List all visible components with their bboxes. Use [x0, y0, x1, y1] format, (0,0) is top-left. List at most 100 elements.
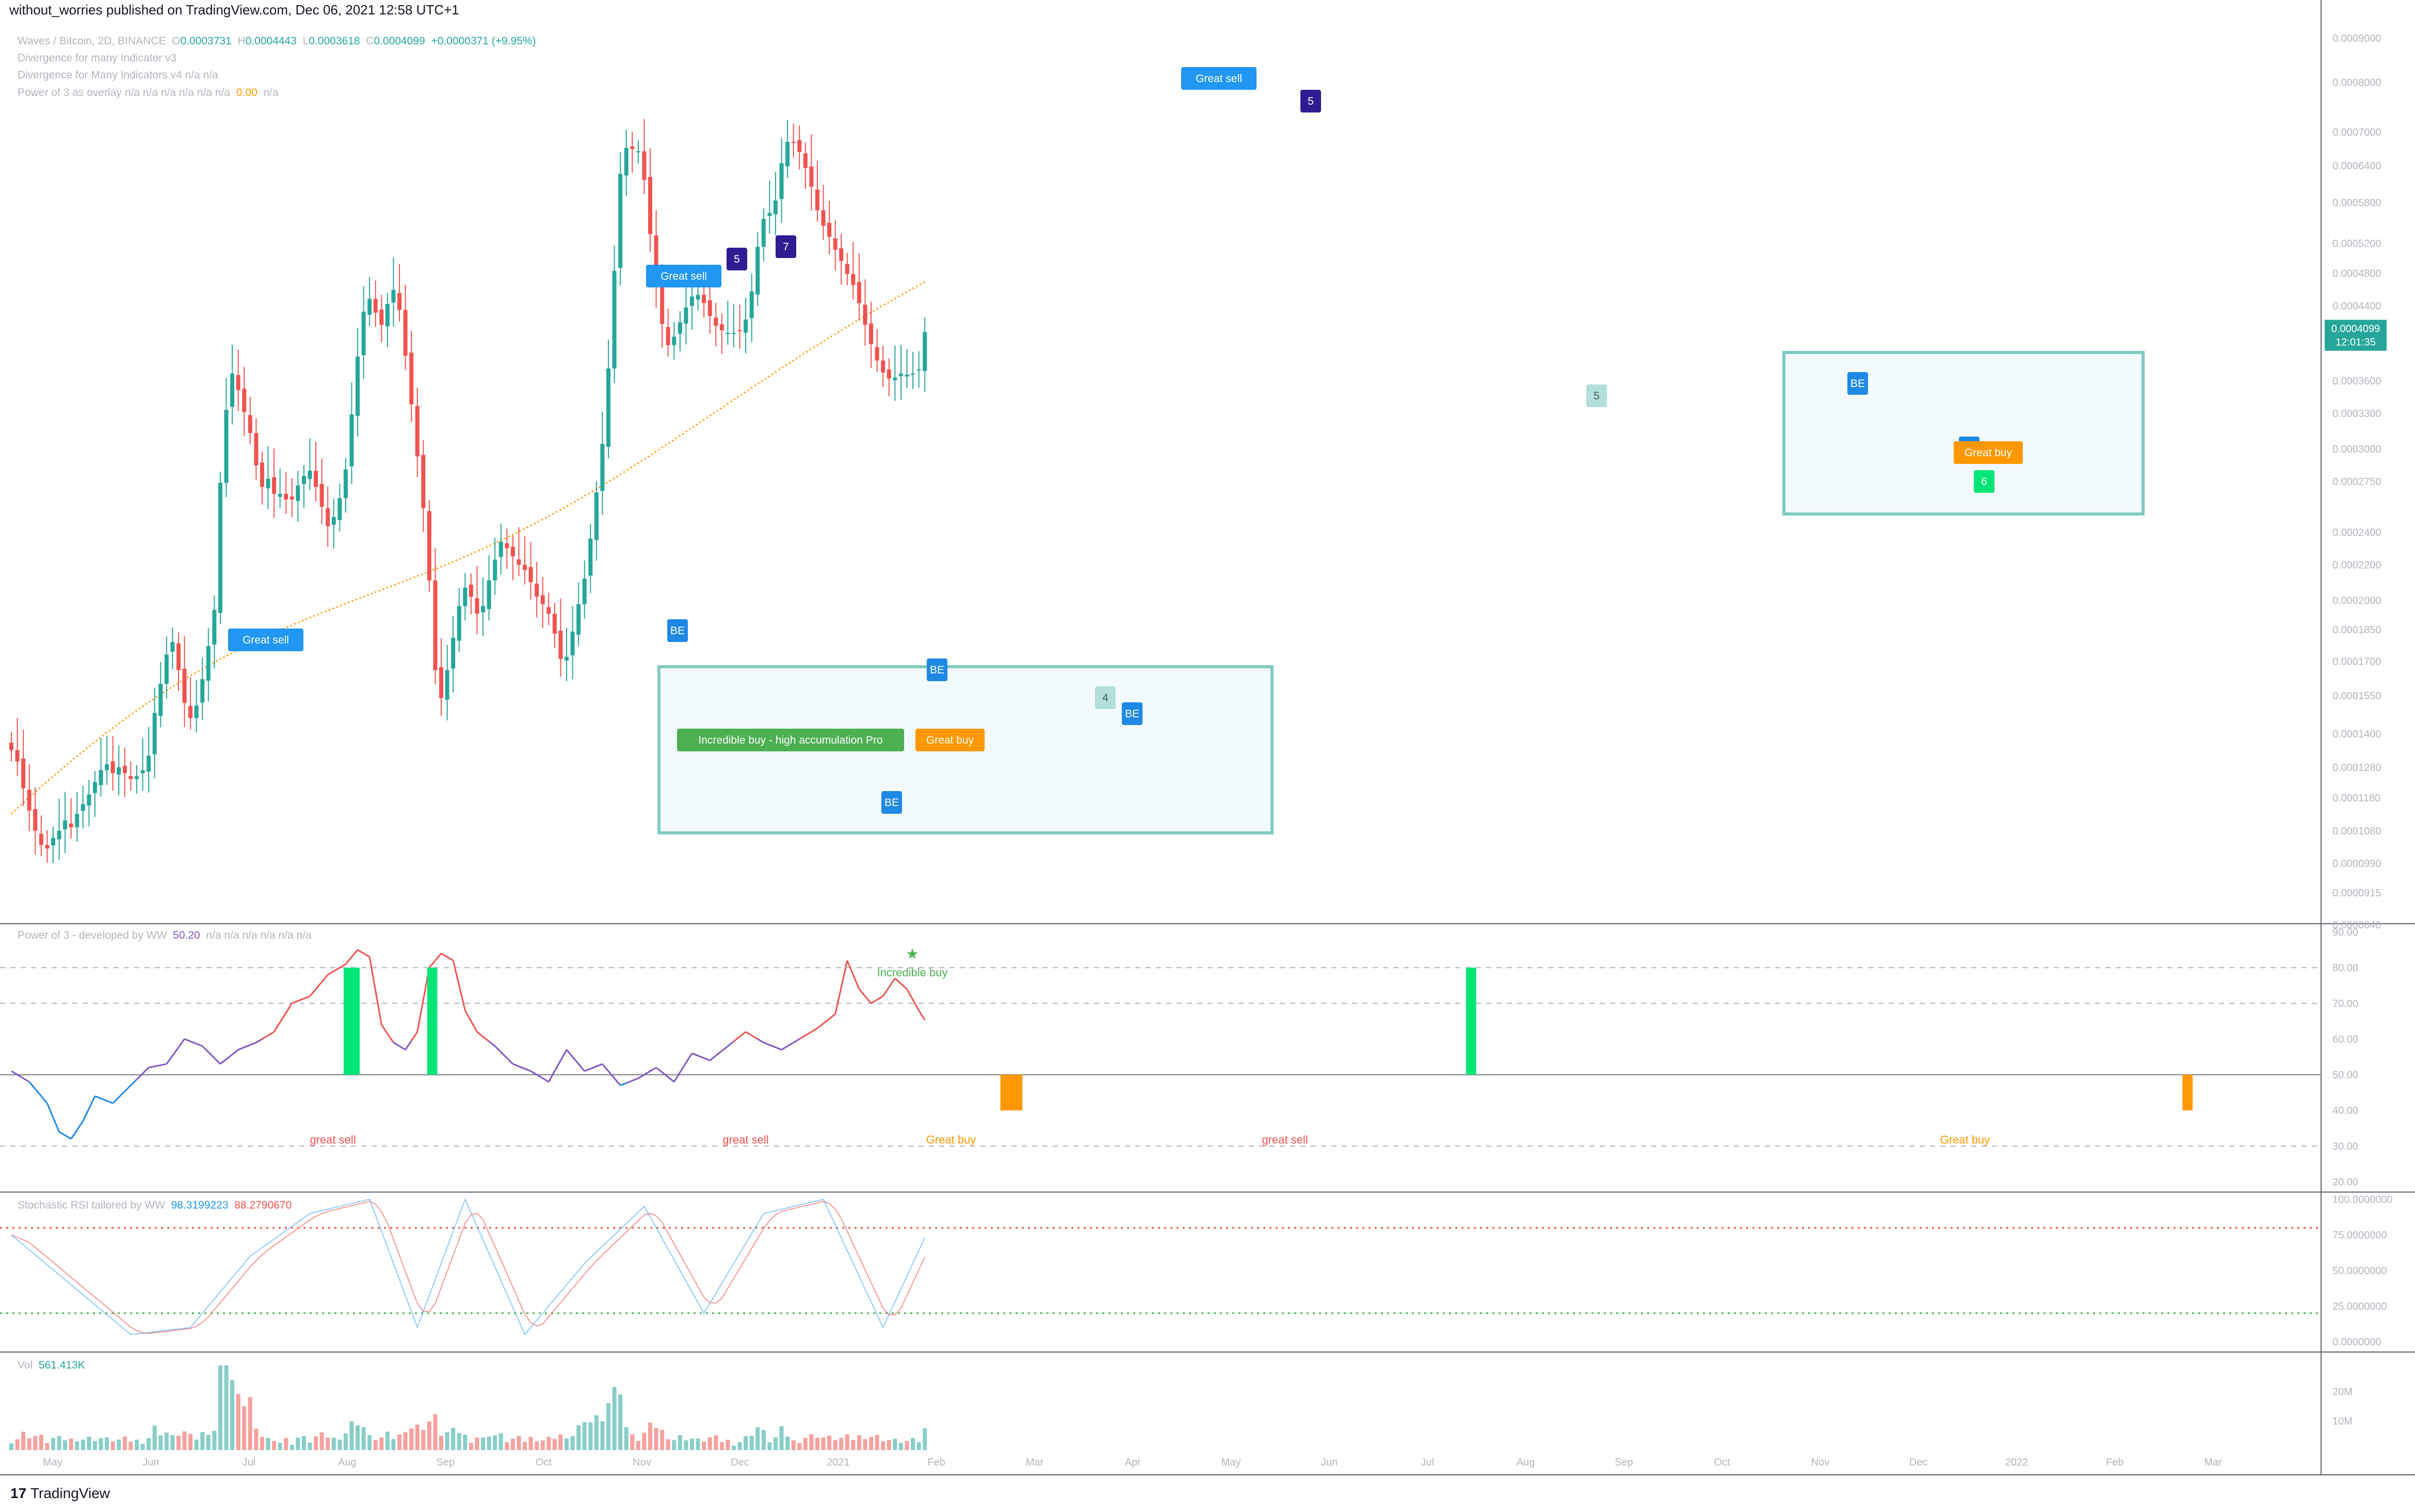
- volume-bar: [260, 1437, 264, 1450]
- tradingview-logo-mark: 17: [10, 1485, 27, 1501]
- power3-line-segment: [626, 1080, 633, 1084]
- power3-line-segment: [739, 1031, 747, 1037]
- volume-bar: [248, 1397, 252, 1450]
- volume-bar: [57, 1436, 61, 1450]
- high-label: H: [237, 35, 246, 47]
- volume-bar: [284, 1438, 288, 1450]
- power3-line-segment: [58, 1131, 66, 1136]
- power3-line-segment: [685, 1053, 693, 1064]
- candle-body: [923, 332, 927, 371]
- volume-value: 561.413K: [38, 1359, 85, 1371]
- candle-body: [361, 312, 366, 356]
- power3-line-segment: [172, 1047, 180, 1056]
- candle-body: [314, 471, 318, 487]
- power3-line-segment: [679, 1062, 687, 1073]
- candle-body: [773, 200, 778, 215]
- indicator-legend-1[interactable]: Divergence for many Indicator v3: [18, 52, 177, 64]
- tradingview-logo[interactable]: 17 TradingView: [10, 1485, 110, 1502]
- candle-body: [266, 478, 270, 489]
- volume-bar: [314, 1436, 318, 1450]
- volume-bar: [731, 1445, 736, 1450]
- symbol-name: Waves / Bitcoin, 2D, BINANCE: [18, 35, 166, 47]
- power3-line-segment: [327, 970, 334, 976]
- volume-bar: [110, 1441, 115, 1450]
- signal-marker-label: Incredible buy - high accumulation Pro: [698, 734, 882, 746]
- candle-body: [308, 471, 312, 479]
- symbol-legend[interactable]: Waves / Bitcoin, 2D, BINANCE O0.0003731 …: [18, 35, 536, 47]
- volume-bar: [206, 1435, 211, 1450]
- candle-body: [15, 750, 20, 762]
- price-tick-label: 0.0001400: [2332, 729, 2381, 740]
- volume-bar: [689, 1438, 694, 1450]
- candle-body: [684, 307, 688, 324]
- signal-marker-bg: [1095, 686, 1116, 709]
- volume-bar: [863, 1439, 867, 1450]
- volume-bar: [337, 1439, 342, 1450]
- candle-body: [558, 631, 563, 660]
- volume-bar: [630, 1434, 635, 1450]
- volume-bar: [164, 1433, 169, 1450]
- volume-bar: [612, 1387, 617, 1450]
- volume-bar: [176, 1436, 181, 1450]
- volume-bar: [535, 1441, 539, 1450]
- power3-line-segment: [100, 1098, 107, 1102]
- volume-bar: [767, 1442, 772, 1450]
- candle-body: [648, 176, 652, 234]
- time-tick-label: 2021: [827, 1457, 850, 1468]
- time-tick-label: Oct: [1714, 1457, 1731, 1468]
- power3-line-segment: [434, 953, 442, 961]
- indicator-legend-3[interactable]: Power of 3 as overlay n/a n/a n/a n/a n/…: [18, 87, 279, 99]
- candle-body: [726, 333, 730, 334]
- candle-body: [81, 804, 85, 811]
- volume-bar: [636, 1441, 640, 1450]
- volume-bar: [194, 1439, 199, 1450]
- volume-bar: [266, 1438, 270, 1450]
- volume-legend[interactable]: Vol 561.413K: [18, 1359, 85, 1372]
- price-tick-label: 0.0001180: [2332, 793, 2380, 804]
- power3-line-segment: [518, 1066, 525, 1070]
- stoch-legend[interactable]: Stochastic RSI tailored by WW 98.3199223…: [18, 1199, 292, 1212]
- candle-body: [331, 517, 336, 525]
- power3-value: 50.20: [173, 929, 200, 941]
- volume-bar: [427, 1421, 431, 1450]
- candle-body: [433, 580, 438, 670]
- power3-tail: n/a n/a n/a n/a n/a n/a: [206, 929, 312, 941]
- power3-line-segment: [207, 1051, 215, 1059]
- candle-body: [75, 814, 79, 828]
- candle-body: [719, 324, 724, 331]
- price-tick-label: 0.0001700: [2332, 656, 2381, 667]
- signal-marker-label: BE: [1850, 378, 1865, 390]
- volume-bar: [457, 1433, 461, 1450]
- power3-line-segment: [506, 1057, 513, 1065]
- volume-bar: [99, 1438, 103, 1450]
- price-tick-label: 0.0002200: [2332, 559, 2381, 571]
- volume-bar: [707, 1437, 712, 1450]
- power3-line-segment: [733, 1036, 740, 1042]
- signal-marker-bg: [646, 265, 721, 287]
- power3-line-segment: [446, 956, 454, 961]
- indicator-legend-2[interactable]: Divergence for Many Indicators v4 n/a n/…: [18, 69, 218, 81]
- time-tick-label: Jun: [142, 1457, 159, 1468]
- volume-bar: [397, 1434, 402, 1450]
- power3-annotation: Incredible buy: [877, 966, 948, 979]
- volume-bar: [528, 1437, 533, 1450]
- candle-body: [164, 654, 169, 684]
- volume-bar: [361, 1427, 366, 1450]
- volume-bar: [624, 1427, 629, 1450]
- stoch-axis: 100.0000000 75.0000000 50.0000000 25.000000…: [2332, 1194, 2393, 1348]
- indicator-3-tail: n/a: [263, 87, 279, 99]
- volume-bar: [158, 1435, 163, 1450]
- power3-line-segment: [846, 960, 854, 975]
- power3-line-segment: [220, 1058, 227, 1065]
- power3-line-segment: [368, 957, 377, 991]
- signal-marker-label: Great sell: [1196, 73, 1242, 85]
- power3-legend[interactable]: Power of 3 - developed by WW 50.20 n/a n…: [18, 929, 312, 942]
- power3-line-segment: [876, 995, 883, 1001]
- volume-bar: [510, 1439, 515, 1450]
- close-value: 0.0004099: [374, 35, 425, 47]
- volume-bar: [319, 1432, 324, 1450]
- candle-body: [260, 462, 264, 487]
- power3-line-segment: [70, 1129, 78, 1139]
- signal-marker-label: BE: [1125, 708, 1139, 720]
